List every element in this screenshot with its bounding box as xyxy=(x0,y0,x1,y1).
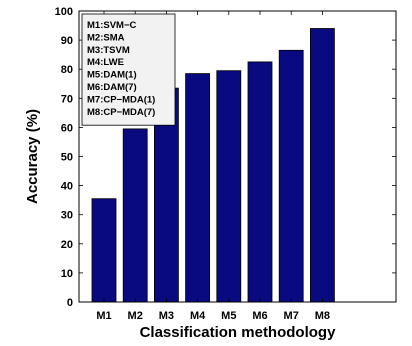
legend-entry-m5: M5:DAM(1) xyxy=(87,70,137,81)
y-tick-label-70: 70 xyxy=(61,93,73,105)
y-axis-ticks: 0 10 20 30 40 50 60 70 80 90 100 xyxy=(55,6,396,309)
y-tick-label-60: 60 xyxy=(61,122,73,134)
x-tick-label-m3: M3 xyxy=(159,310,174,322)
y-tick-label-10: 10 xyxy=(61,268,73,280)
x-tick-label-m4: M4 xyxy=(190,310,206,322)
x-tick-label-m8: M8 xyxy=(315,310,330,322)
y-tick-label-90: 90 xyxy=(61,35,73,47)
legend-entry-m8: M8:CP−MDA(7) xyxy=(87,107,155,118)
bar-m4 xyxy=(185,73,211,303)
bars-group xyxy=(91,28,335,303)
x-axis-ticks: M1 M2 M3 M4 M5 M6 M7 M8 xyxy=(96,11,330,322)
bar-m7 xyxy=(278,49,304,303)
legend-entry-m6: M6:DAM(7) xyxy=(87,82,137,93)
legend-entry-m2: M2:SMA xyxy=(87,32,125,43)
y-axis-title: Accuracy (%) xyxy=(24,109,41,204)
y-tick-label-30: 30 xyxy=(61,210,73,222)
y-tick-label-100: 100 xyxy=(55,6,73,18)
y-tick-label-40: 40 xyxy=(61,181,73,193)
bar-m1 xyxy=(91,198,117,303)
legend-entry-m4: M4:LWE xyxy=(87,57,124,68)
x-tick-label-m2: M2 xyxy=(128,310,143,322)
bar-m5 xyxy=(216,70,242,303)
legend-entry-m7: M7:CP−MDA(1) xyxy=(87,94,155,105)
y-tick-label-0: 0 xyxy=(67,297,73,309)
x-tick-label-m6: M6 xyxy=(252,310,267,322)
bar-m8 xyxy=(309,28,335,303)
bar-m6 xyxy=(247,61,273,303)
y-tick-label-20: 20 xyxy=(61,239,73,251)
x-tick-label-m1: M1 xyxy=(96,310,111,322)
x-axis-title: Classification methodology xyxy=(140,324,337,341)
x-tick-label-m5: M5 xyxy=(221,310,236,322)
bar-m2 xyxy=(122,128,148,303)
y-tick-label-50: 50 xyxy=(61,152,73,164)
x-tick-label-m7: M7 xyxy=(284,310,299,322)
y-tick-label-80: 80 xyxy=(61,64,73,76)
legend-entry-m1: M1:SVM−C xyxy=(87,20,136,31)
legend-entry-m3: M3:TSVM xyxy=(87,45,130,56)
legend-box xyxy=(81,13,176,126)
